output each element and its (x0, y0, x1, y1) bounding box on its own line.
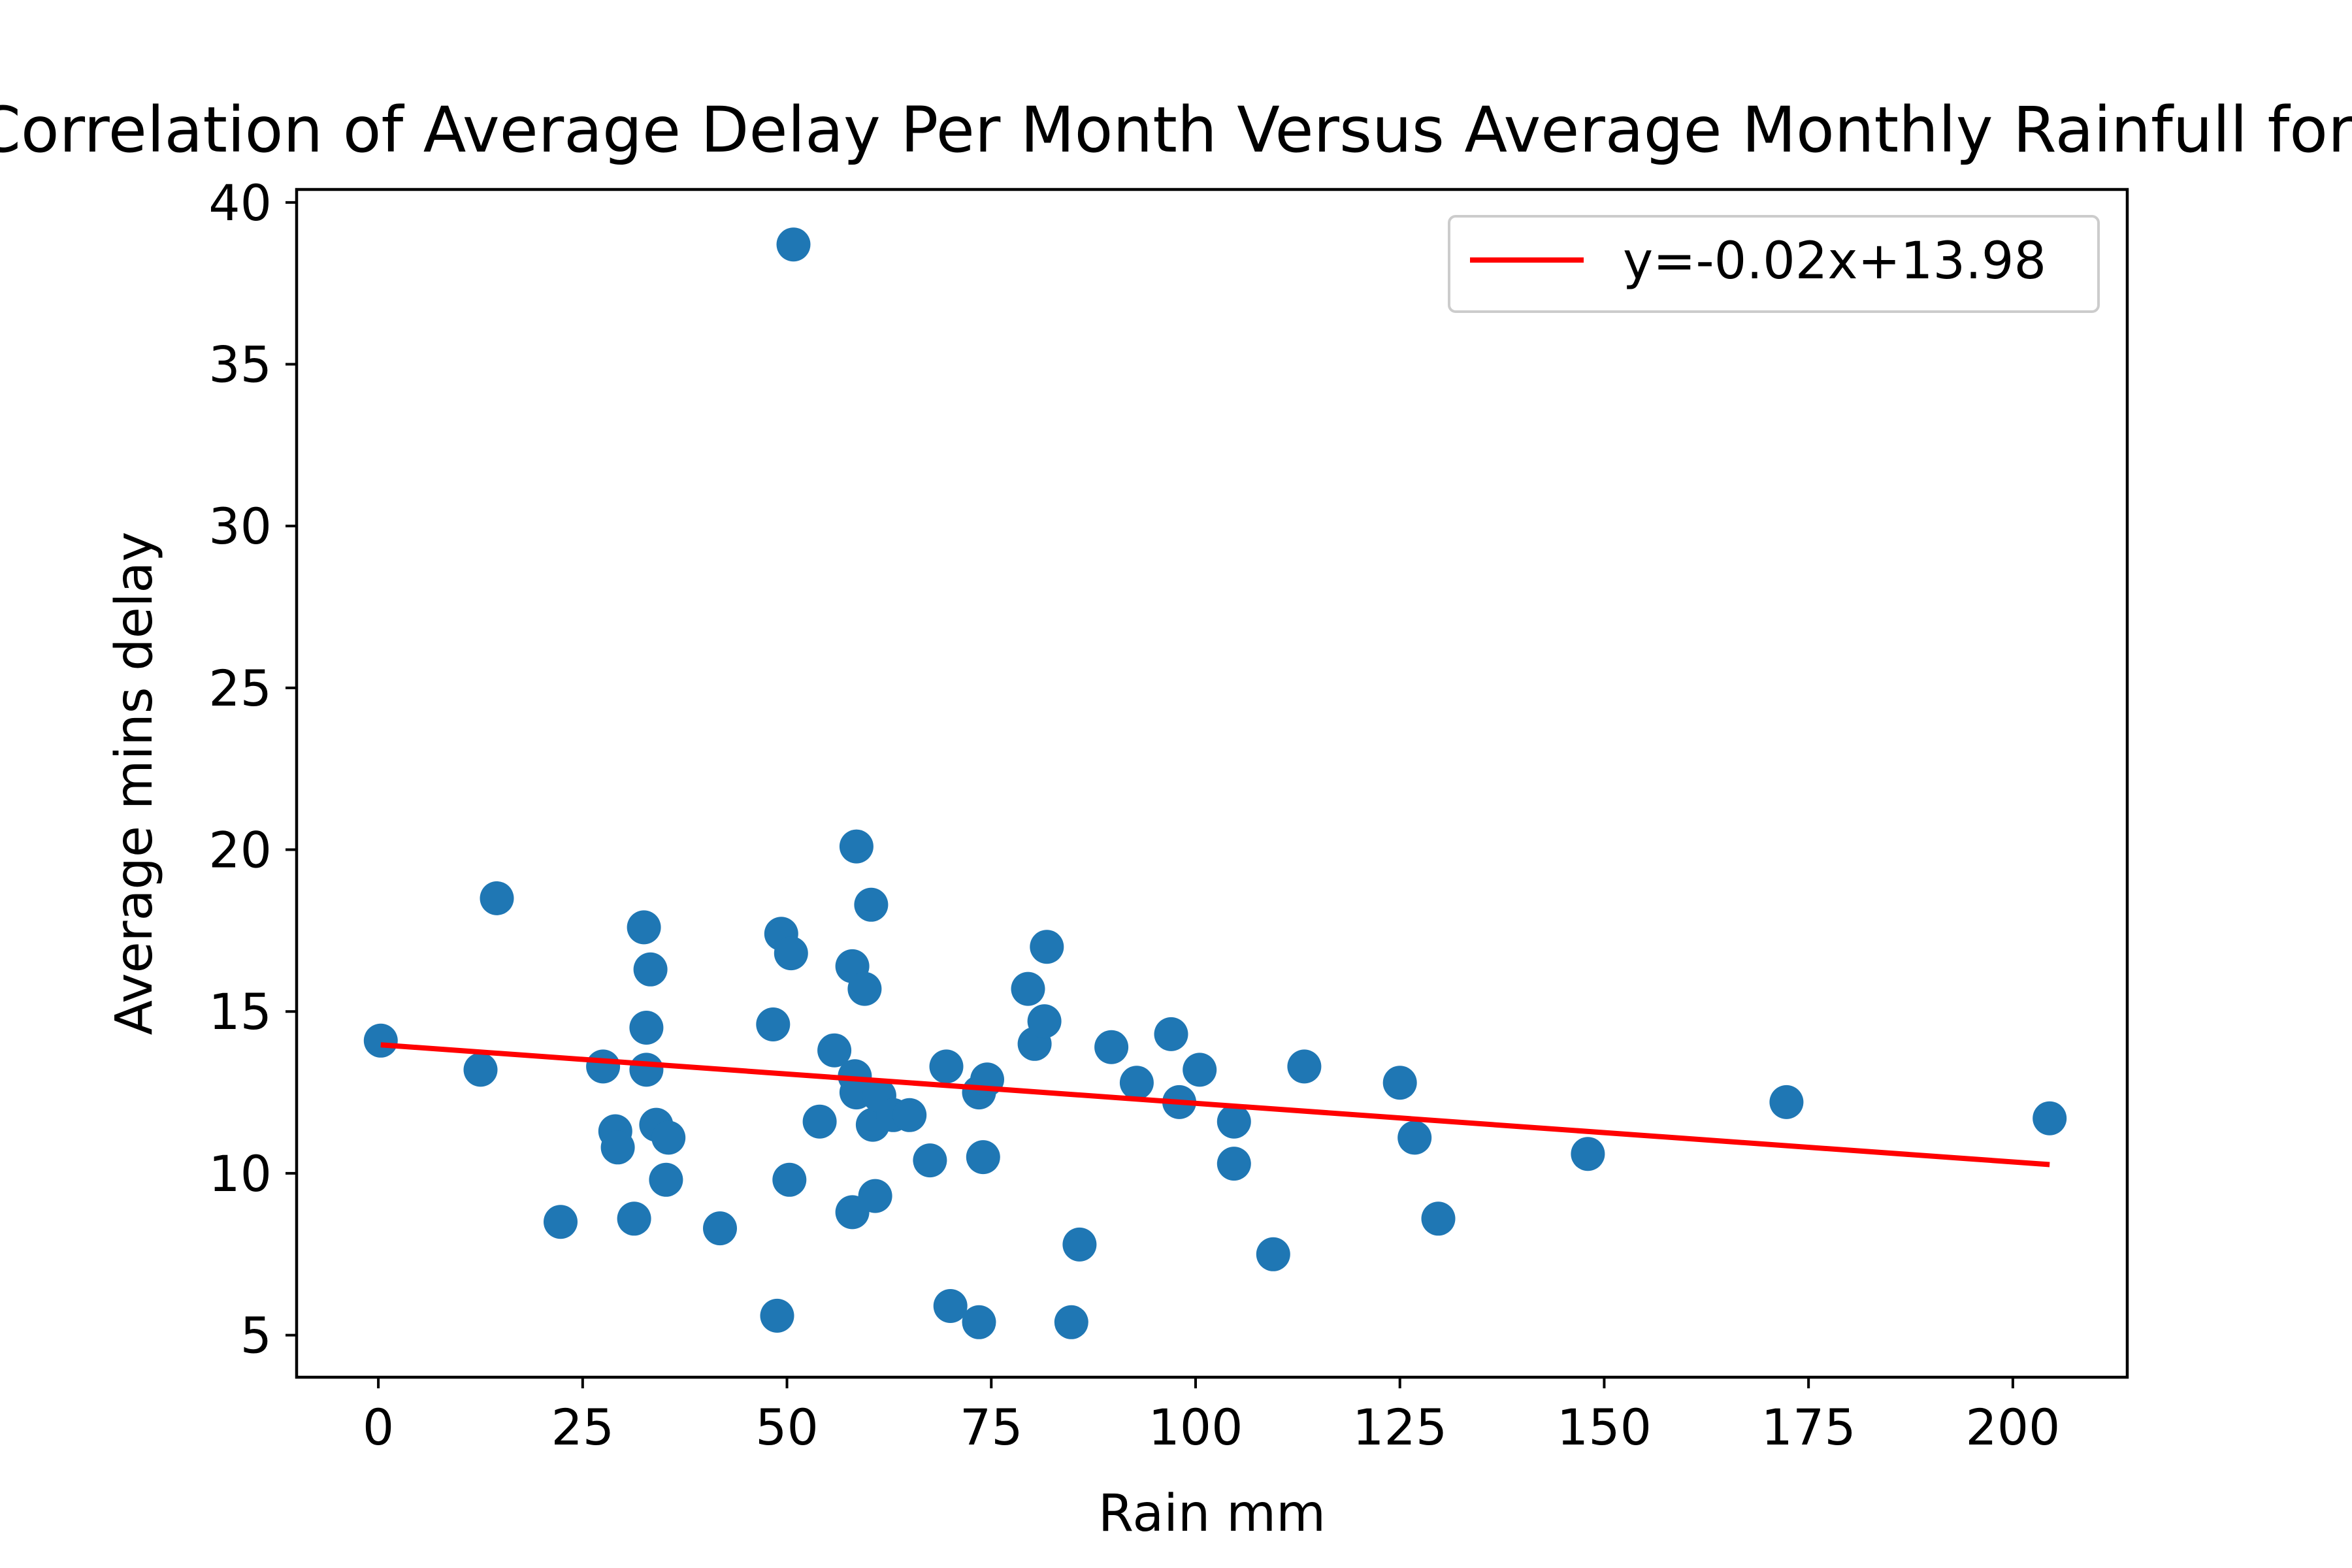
data-point (1011, 972, 1045, 1006)
x-tick-label: 150 (1557, 1398, 1652, 1456)
x-tick-label: 0 (363, 1398, 394, 1456)
data-point (1421, 1201, 1456, 1236)
data-point (629, 1011, 664, 1045)
data-point (1119, 1066, 1154, 1100)
data-point (962, 1305, 996, 1339)
chart-title: Correlation of Average Delay Per Month V… (0, 93, 2352, 167)
data-point (760, 1298, 794, 1333)
y-tick-label: 15 (208, 983, 272, 1041)
data-point (839, 829, 874, 864)
data-point (1054, 1305, 1088, 1339)
y-tick-label: 35 (208, 335, 272, 393)
data-point (847, 972, 882, 1006)
data-point (802, 1104, 837, 1139)
data-point (703, 1211, 737, 1246)
data-point (756, 1007, 791, 1041)
y-tick-label: 25 (208, 659, 272, 717)
plot-area (363, 227, 2067, 1339)
data-point (617, 1201, 651, 1236)
data-point (1183, 1053, 1217, 1087)
x-tick-label: 125 (1352, 1398, 1447, 1456)
data-point (854, 887, 889, 922)
data-point (463, 1053, 498, 1087)
data-point (966, 1140, 1000, 1175)
legend-label: y=-0.02x+13.98 (1623, 232, 2046, 291)
data-point (1256, 1237, 1290, 1271)
data-point (649, 1162, 683, 1197)
data-point (1030, 930, 1064, 964)
y-tick-label: 5 (240, 1307, 272, 1365)
regression-line (380, 1042, 2050, 1168)
data-point (544, 1205, 578, 1239)
y-axis-ticks: 5 10 15 20 25 30 35 40 (208, 174, 297, 1365)
data-point (772, 1162, 807, 1197)
x-tick-label: 175 (1761, 1398, 1856, 1456)
data-point (1287, 1049, 1322, 1084)
x-tick-label: 25 (551, 1398, 614, 1456)
data-point (933, 1289, 968, 1323)
data-point (1217, 1147, 1251, 1181)
x-axis-label: Rain mm (1098, 1484, 1326, 1543)
data-point (1397, 1120, 1432, 1155)
legend: y=-0.02x+13.98 (1448, 215, 2100, 313)
x-tick-label: 75 (960, 1398, 1023, 1456)
x-tick-label: 200 (1965, 1398, 2060, 1456)
data-point (1062, 1227, 1097, 1262)
x-tick-label: 100 (1148, 1398, 1243, 1456)
data-point (858, 1179, 892, 1213)
data-point (1094, 1030, 1129, 1064)
axes-frame (295, 188, 2129, 1379)
x-tick-label: 50 (755, 1398, 819, 1456)
legend-box (1448, 215, 2100, 313)
data-point (586, 1049, 621, 1084)
data-point (892, 1098, 927, 1132)
data-point (600, 1130, 635, 1165)
x-axis-ticks: 0 25 50 75 100 125 150 175 200 (363, 1377, 2060, 1456)
data-point (913, 1143, 947, 1178)
data-point (651, 1120, 686, 1155)
data-point (929, 1049, 964, 1084)
data-point (480, 881, 514, 915)
y-tick-label: 10 (208, 1145, 272, 1203)
data-point (1571, 1137, 1605, 1171)
data-point (1027, 1004, 1062, 1039)
data-point (776, 227, 811, 262)
data-point (1769, 1085, 1804, 1119)
y-tick-label: 40 (208, 174, 272, 232)
data-point (363, 1023, 398, 1058)
y-tick-label: 30 (208, 497, 272, 555)
data-point (1154, 1017, 1188, 1051)
data-point (817, 1033, 852, 1068)
data-point (774, 936, 808, 971)
y-axis-label: Average mins delay (105, 532, 164, 1036)
data-point (633, 952, 668, 987)
data-point (629, 1053, 664, 1087)
y-tick-label: 20 (208, 821, 272, 879)
data-point (627, 910, 661, 945)
data-point (2033, 1101, 2067, 1135)
data-point (1217, 1104, 1251, 1139)
data-point (1382, 1066, 1417, 1100)
